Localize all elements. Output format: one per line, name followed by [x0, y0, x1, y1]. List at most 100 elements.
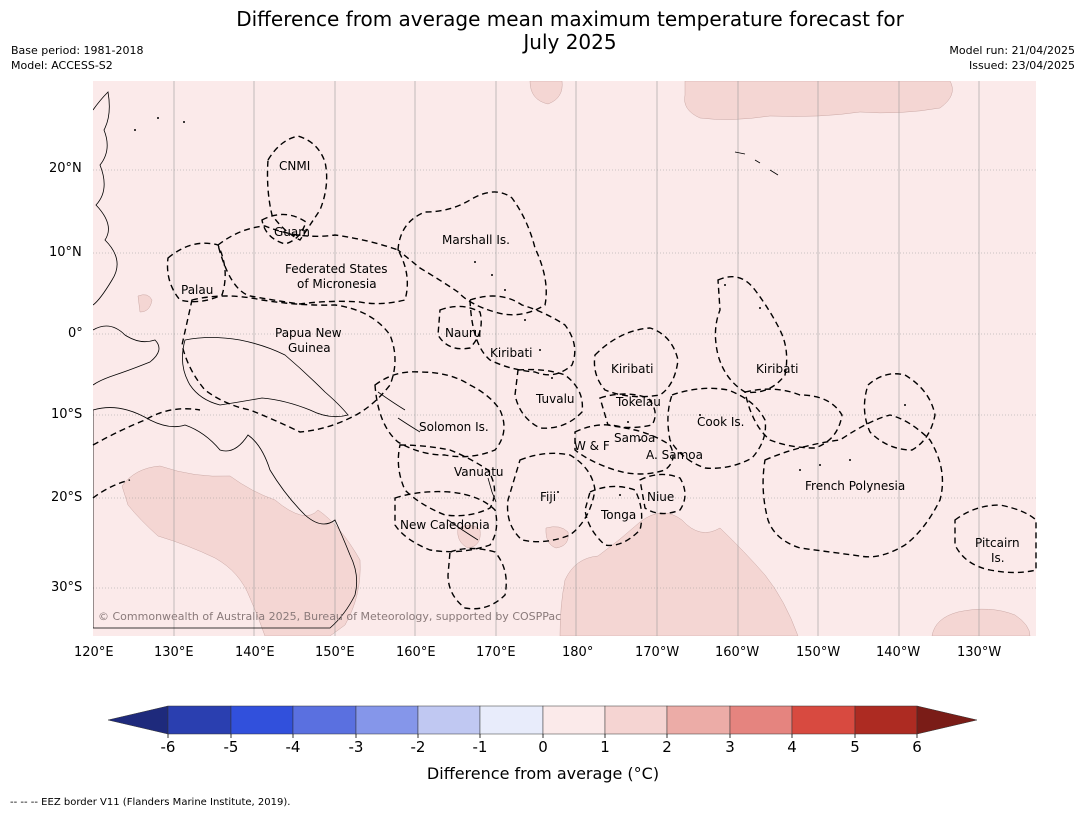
label-new-caledonia: New Caledonia [400, 518, 490, 532]
base-period: Base period: 1981-2018 [11, 44, 144, 57]
eez-solomon [374, 371, 505, 458]
colorbar-cell-m5 [230, 705, 294, 735]
eez-nauru [437, 305, 482, 350]
colorbar-tick-0: 0 [538, 738, 548, 756]
lat-label-10s: 10°S [51, 407, 83, 422]
coastlines [93, 91, 779, 629]
colorbar-tick-m4: -4 [285, 738, 301, 756]
label-fsm-line2: of Micronesia [297, 277, 377, 291]
copyright-notice: © Commonwealth of Australia 2025, Bureau… [98, 610, 562, 623]
meta-left: Base period: 1981-2018 Model: ACCESS-S2 [11, 43, 143, 73]
eez-marshall [397, 191, 547, 316]
eez-cnmi [266, 135, 328, 241]
eez-marquesas [863, 373, 936, 451]
colorbar-tick-4: 4 [787, 738, 797, 756]
coast-vanuatu [487, 477, 497, 503]
eez-norfolk [447, 547, 507, 610]
lon-label-160w: 160°W [715, 645, 760, 660]
colorbar-tick-m3: -3 [348, 738, 364, 756]
colorbar-ticks [167, 734, 918, 738]
label-cnmi: CNMI [279, 159, 311, 173]
lon-label-130e: 130°E [154, 645, 194, 660]
model-name: Model: ACCESS-S2 [11, 59, 113, 72]
colorbar-cell-0 [542, 705, 606, 735]
eez-tonga [584, 485, 643, 547]
lat-label-30s: 30°S [51, 580, 83, 595]
colorbar-cell-m4 [292, 705, 357, 735]
title-line-1: Difference from average mean maximum tem… [236, 7, 904, 31]
eez-borders [92, 135, 1037, 610]
eez-fsm [217, 225, 408, 305]
meta-right: Model run: 21/04/2025 Issued: 23/04/2025 [949, 43, 1075, 73]
lon-label-140e: 140°E [235, 645, 275, 660]
label-wallis-futuna: W & F [574, 439, 610, 453]
colorbar-tick-m5: -5 [223, 738, 239, 756]
label-nauru: Nauru [445, 326, 482, 340]
colorbar-cell-1 [604, 705, 668, 735]
label-niue: Niue [647, 490, 675, 504]
coast-png [182, 337, 349, 418]
label-pitcairn-line2: Is. [991, 551, 1005, 565]
colorbar-tick-2: 2 [662, 738, 672, 756]
patch-southeast [931, 608, 1031, 636]
lat-label-20n: 20°N [49, 161, 82, 176]
graticule [93, 81, 1036, 636]
eez-cook [667, 387, 767, 469]
eez-kiribati-line-south [744, 388, 843, 449]
label-american-samoa: A. Samoa [646, 448, 703, 462]
eez-niue [639, 473, 686, 515]
colorbar-tick-m6: -6 [160, 738, 176, 756]
label-kiribati-central: Kiribati [611, 362, 654, 376]
lon-label-150w: 150°W [796, 645, 841, 660]
lon-label-150e: 150°E [315, 645, 355, 660]
lat-label-0: 0° [68, 326, 83, 341]
colorbar-tick-5: 5 [850, 738, 860, 756]
colorbar-cell-2 [666, 705, 731, 735]
label-pitcairn-line1: Pitcairn [975, 536, 1020, 550]
colorbar-cell-3 [729, 705, 793, 735]
colorbar-tick-3: 3 [725, 738, 735, 756]
colorbar-tick-6: 6 [912, 738, 922, 756]
label-samoa: Samoa [614, 431, 656, 445]
coast-hawaii [734, 151, 779, 176]
label-png-line2: Guinea [288, 341, 331, 355]
title-line-2: July 2025 [523, 30, 617, 54]
label-marshall-islands: Marshall Is. [442, 233, 510, 247]
label-guam: Guam [274, 225, 310, 239]
label-kiribati-west: Kiribati [490, 346, 533, 360]
label-fiji: Fiji [540, 490, 557, 504]
lon-label-160e: 160°E [396, 645, 436, 660]
model-run: Model run: 21/04/2025 [949, 44, 1075, 57]
eez-australia-east [92, 408, 201, 499]
label-tokelau: Tokelau [616, 395, 661, 409]
lon-label-120e: 120°E [74, 645, 114, 660]
lon-label-170e: 170°E [476, 645, 516, 660]
patch-hawaii-north [684, 81, 953, 120]
eez-french-polynesia [762, 414, 944, 558]
issued-date: Issued: 23/04/2025 [968, 59, 1075, 72]
label-png-line1: Papua New [275, 326, 342, 340]
eez-tuvalu [514, 368, 584, 429]
label-kiribati-east: Kiribati [756, 362, 799, 376]
coast-new-caledonia [447, 519, 479, 541]
eez-palau [166, 242, 226, 303]
colorbar [107, 705, 978, 735]
eez-pitcairn [954, 504, 1037, 574]
eez-new-caledonia [394, 490, 498, 553]
colorbar-cell-4 [791, 705, 856, 735]
eez-vanuatu [397, 444, 496, 517]
label-solomon-islands: Solomon Is. [419, 420, 489, 434]
lat-label-20s: 20°S [51, 490, 83, 505]
label-tuvalu: Tuvalu [536, 392, 575, 406]
coast-borneo-sulawesi [93, 325, 160, 386]
colorbar-cell-m3 [355, 705, 419, 735]
coast-philippines [93, 91, 118, 306]
coast-australia [93, 407, 358, 629]
islands [134, 117, 906, 496]
eez-guam [261, 213, 307, 245]
lon-label-140w: 140°W [876, 645, 921, 660]
patch-new-caledonia [457, 525, 481, 549]
eez-fiji [506, 452, 596, 543]
label-palau: Palau [181, 283, 214, 297]
